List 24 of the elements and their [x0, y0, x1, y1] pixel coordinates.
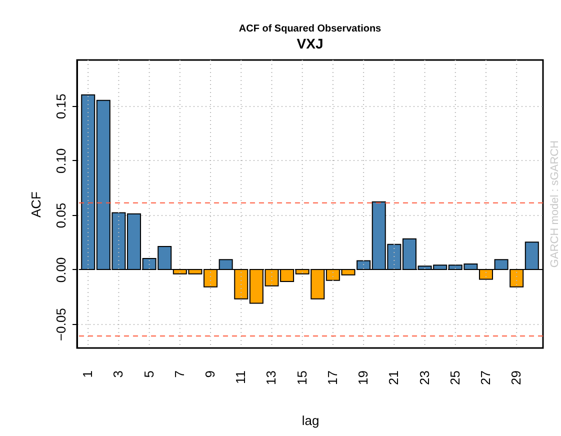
x-tick-label: 29: [508, 370, 524, 385]
y-tick-label: 0.05: [54, 202, 68, 228]
x-tick-label: 5: [141, 370, 156, 378]
y-tick-label: 0.10: [54, 148, 68, 174]
x-tick-label: 21: [386, 370, 402, 385]
y-axis-title: ACF: [28, 191, 44, 218]
x-tick-label: 11: [233, 370, 248, 384]
x-tick-label: 15: [294, 370, 310, 385]
x-tick-label: 23: [416, 370, 432, 385]
x-tick-label: 3: [110, 370, 126, 378]
x-axis-title: lag: [302, 412, 320, 428]
x-tick-label: 19: [356, 370, 371, 385]
y-tick-label: −0.05: [54, 308, 68, 341]
x-tick-label: 7: [172, 370, 187, 378]
x-tick-label: 17: [324, 370, 340, 385]
x-tick-label: 1: [80, 370, 96, 378]
x-tick-label: 27: [478, 370, 493, 385]
x-tick-label: 9: [202, 370, 218, 378]
chart-title: ACF of Squared Observations: [238, 24, 382, 34]
y-tick-label: 0.00: [54, 257, 68, 283]
x-tick-label: 25: [447, 370, 462, 385]
y-tick-label: 0.15: [54, 94, 68, 119]
x-tick-label: 13: [264, 370, 279, 385]
chart-subtitle: VXJ: [296, 36, 324, 52]
